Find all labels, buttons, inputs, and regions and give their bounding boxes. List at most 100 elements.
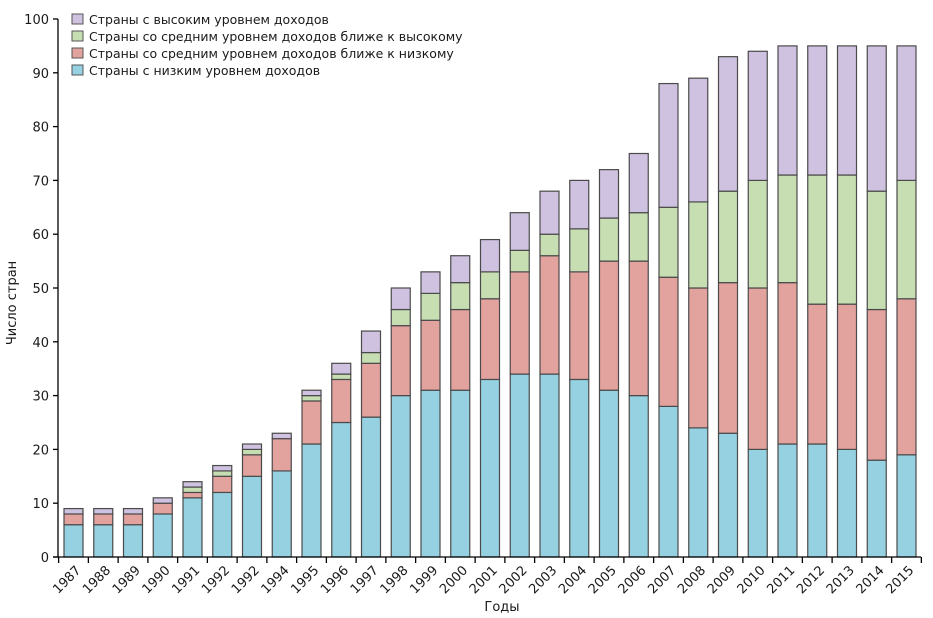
bar-stack-2007 (658, 82, 679, 558)
legend-item: Страны со средним уровнем доходов ближе … (71, 46, 454, 61)
x-tick-label: 2010 (735, 563, 769, 597)
x-tick-label: 1992 (229, 563, 263, 597)
bar-segment-series-3 (896, 45, 917, 182)
bar-segment-series-1 (63, 513, 84, 526)
bar-segment-series-0 (301, 443, 322, 558)
bar-segment-series-2 (688, 201, 709, 289)
bar-stack-2004 (569, 179, 590, 558)
bar-segment-series-1 (479, 298, 501, 381)
bar-segment-series-0 (390, 395, 411, 558)
bar-segment-series-2 (836, 174, 858, 305)
x-tick-label: 1992 (199, 563, 233, 597)
bar-segment-series-2 (420, 292, 441, 321)
y-axis-title: Число стран (5, 261, 20, 345)
x-tick-label: 1996 (318, 563, 352, 597)
bar-segment-series-2 (658, 206, 679, 278)
x-tick-label: 2013 (824, 563, 858, 597)
bar-stack-2015 (896, 45, 917, 558)
legend-swatch (71, 30, 84, 42)
bar-stack-2013 (836, 45, 858, 558)
legend-swatch (71, 47, 84, 59)
bar-segment-series-0 (598, 389, 620, 558)
bar-stack-1991 (182, 481, 203, 558)
bar-segment-series-3 (390, 287, 411, 311)
bar-segment-series-1 (420, 319, 441, 391)
x-tick-label: 2003 (526, 563, 560, 597)
bar-segment-series-0 (539, 373, 560, 558)
bar-segment-series-1 (212, 475, 233, 494)
bar-stack-1997 (360, 330, 382, 558)
y-tick-label: 10 (32, 497, 49, 512)
bar-segment-series-2 (539, 233, 560, 257)
bar-segment-series-3 (152, 497, 173, 504)
x-tick-label: 1987 (50, 563, 84, 597)
bar-segment-series-1 (836, 303, 858, 451)
bar-segment-series-2 (479, 271, 501, 300)
bar-segment-series-3 (301, 389, 322, 397)
legend-label: Страны со средним уровнем доходов ближе … (89, 46, 454, 61)
bar-segment-series-3 (182, 481, 203, 488)
bar-segment-series-0 (420, 389, 441, 558)
x-tick-label: 2012 (794, 563, 828, 597)
bar-segment-series-3 (63, 507, 84, 515)
bar-segment-series-3 (93, 507, 114, 515)
y-tick-label: 100 (24, 13, 49, 28)
x-tick-label: 2011 (764, 563, 798, 597)
bar-segment-series-3 (539, 190, 560, 235)
x-ticks: 1987198819891990199119921992199419951996… (50, 557, 923, 597)
bars-layer (63, 45, 917, 558)
bar-segment-series-3 (420, 271, 441, 294)
x-tick-label: 2000 (437, 563, 471, 597)
bar-segment-series-2 (182, 486, 203, 494)
y-tick-label: 90 (32, 67, 49, 82)
bar-segment-series-0 (777, 443, 798, 558)
legend-label: Страны с высоким уровнем доходов (89, 12, 329, 27)
x-tick-label: 1990 (140, 563, 174, 597)
bar-segment-series-1 (598, 260, 620, 391)
bar-segment-series-0 (509, 373, 530, 558)
bar-stack-1992 (241, 443, 263, 558)
x-tick-label: 2009 (705, 563, 739, 597)
bar-segment-series-3 (688, 77, 709, 203)
bar-segment-series-3 (598, 169, 620, 219)
bar-segment-series-0 (658, 405, 679, 558)
x-tick-label: 1997 (348, 563, 382, 597)
x-tick-label: 2014 (854, 563, 888, 597)
x-tick-label: 2015 (883, 563, 917, 597)
x-tick-label: 2006 (616, 563, 650, 597)
bar-segment-series-3 (212, 464, 233, 472)
legend-item: Страны со средним уровнем доходов ближе … (71, 29, 463, 44)
bar-segment-series-1 (509, 271, 530, 375)
bar-stack-2008 (688, 77, 709, 558)
bar-segment-series-2 (331, 373, 352, 381)
x-tick-label: 1989 (110, 563, 144, 597)
bar-segment-series-0 (450, 389, 471, 558)
bar-stack-1990 (152, 497, 173, 558)
bar-segment-series-2 (390, 308, 411, 327)
bar-segment-series-1 (301, 400, 322, 445)
bar-segment-series-0 (836, 448, 858, 558)
bar-segment-series-1 (271, 438, 292, 472)
bar-segment-series-0 (807, 443, 828, 558)
bar-segment-series-0 (212, 491, 233, 558)
bar-segment-series-0 (896, 454, 917, 558)
x-tick-label: 2005 (586, 563, 620, 597)
bar-segment-series-2 (450, 282, 471, 311)
bar-stack-1989 (122, 507, 144, 558)
legend-swatch (71, 13, 84, 25)
bar-segment-series-1 (331, 378, 352, 424)
bar-segment-series-3 (747, 50, 768, 181)
bar-segment-series-1 (896, 298, 917, 456)
bar-segment-series-3 (241, 443, 263, 450)
bar-stack-2003 (539, 190, 560, 558)
bar-stack-2002 (509, 212, 530, 558)
bar-stack-2009 (717, 56, 739, 558)
x-tick-label: 1998 (378, 563, 412, 597)
bar-segment-series-1 (866, 308, 887, 461)
bar-stack-2000 (450, 255, 471, 558)
x-tick-label: 1995 (288, 563, 322, 597)
bar-segment-series-0 (569, 378, 590, 558)
bar-segment-series-1 (688, 287, 709, 429)
bar-stack-2006 (628, 152, 649, 558)
bar-segment-series-0 (63, 524, 84, 558)
